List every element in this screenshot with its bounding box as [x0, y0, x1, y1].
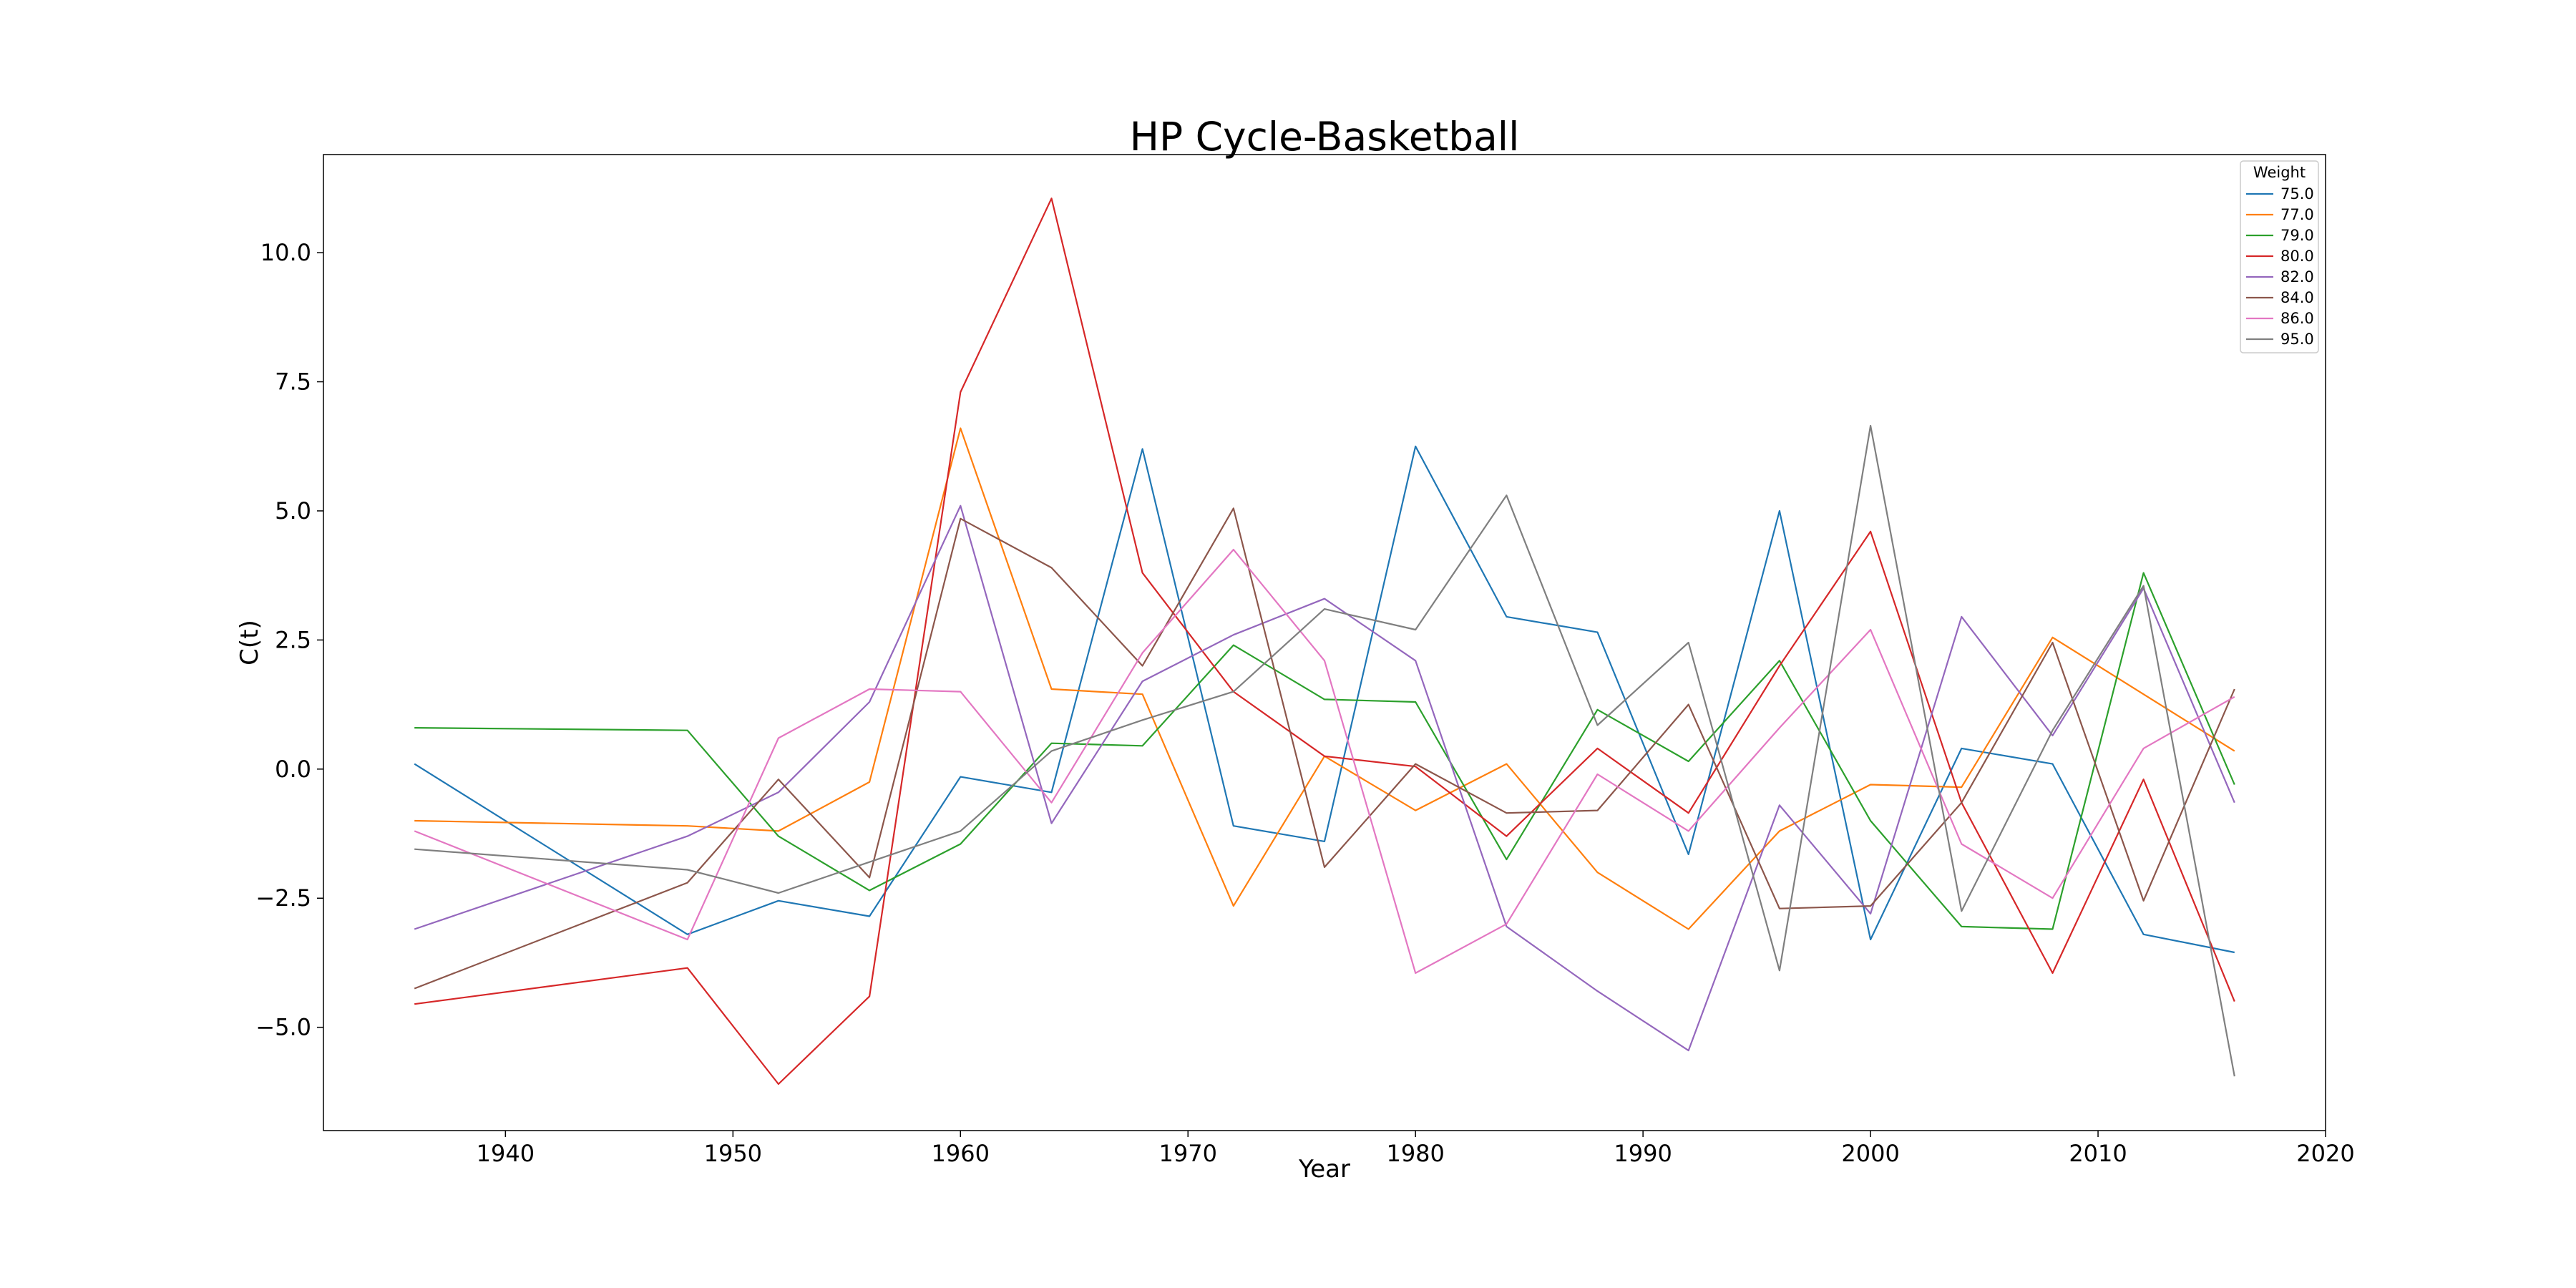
legend-label: 80.0 [2280, 248, 2314, 265]
series-line-82-0 [414, 504, 2235, 1052]
legend-label: 77.0 [2280, 206, 2314, 223]
x-tick-label: 1990 [1614, 1140, 1672, 1167]
legend-label: 95.0 [2280, 331, 2314, 348]
x-tick-label: 1940 [477, 1140, 535, 1167]
y-tick-label: −2.5 [255, 884, 311, 912]
x-axis-label: Year [1298, 1155, 1350, 1184]
y-tick-label: −5.0 [255, 1014, 311, 1041]
legend-label: 79.0 [2280, 227, 2314, 244]
y-tick-label: 0.0 [275, 756, 311, 783]
legend-box [2240, 160, 2319, 353]
x-tick-label: 1960 [932, 1140, 990, 1167]
y-tick-label: 10.0 [260, 239, 311, 266]
legend: Weight 75.0 77.0 79.0 80.0 82.0 84.0 86.0 95.0 [2240, 160, 2319, 353]
y-tick-label: 2.5 [275, 626, 311, 653]
series-line-77-0 [414, 427, 2235, 930]
legend-label: 84.0 [2280, 289, 2314, 306]
x-tick-label: 1980 [1386, 1140, 1444, 1167]
series-lines [414, 197, 2235, 1085]
y-tick-label: 5.0 [275, 497, 311, 525]
x-tick-label: 2010 [2069, 1140, 2127, 1167]
x-tick-label: 1950 [704, 1140, 762, 1167]
series-line-95-0 [414, 424, 2235, 1077]
y-axis-label: C(t) [235, 620, 264, 665]
x-axis-ticks: 1940 1950 1960 1970 1980 1990 2000 2010 2020 [477, 1131, 2355, 1167]
series-line-80-0 [414, 197, 2235, 1085]
x-tick-label: 2020 [2296, 1140, 2354, 1167]
plot-area-frame [323, 154, 2326, 1131]
series-line-86-0 [414, 548, 2235, 975]
x-tick-label: 1970 [1159, 1140, 1217, 1167]
y-axis-ticks: −5.0 −2.5 0.0 2.5 5.0 7.5 10.0 [255, 239, 323, 1041]
chart-title: HP Cycle-Basketball [1130, 114, 1520, 160]
legend-entries: 75.0 77.0 79.0 80.0 82.0 84.0 86.0 95.0 [2246, 185, 2314, 348]
legend-title: Weight [2253, 164, 2306, 181]
x-tick-label: 2000 [1841, 1140, 1899, 1167]
series-line-84-0 [414, 507, 2235, 990]
legend-label: 82.0 [2280, 268, 2314, 286]
legend-label: 75.0 [2280, 185, 2314, 203]
legend-label: 86.0 [2280, 310, 2314, 327]
series-line-75-0 [414, 445, 2235, 954]
y-tick-label: 7.5 [275, 369, 311, 396]
series-line-79-0 [414, 572, 2235, 930]
